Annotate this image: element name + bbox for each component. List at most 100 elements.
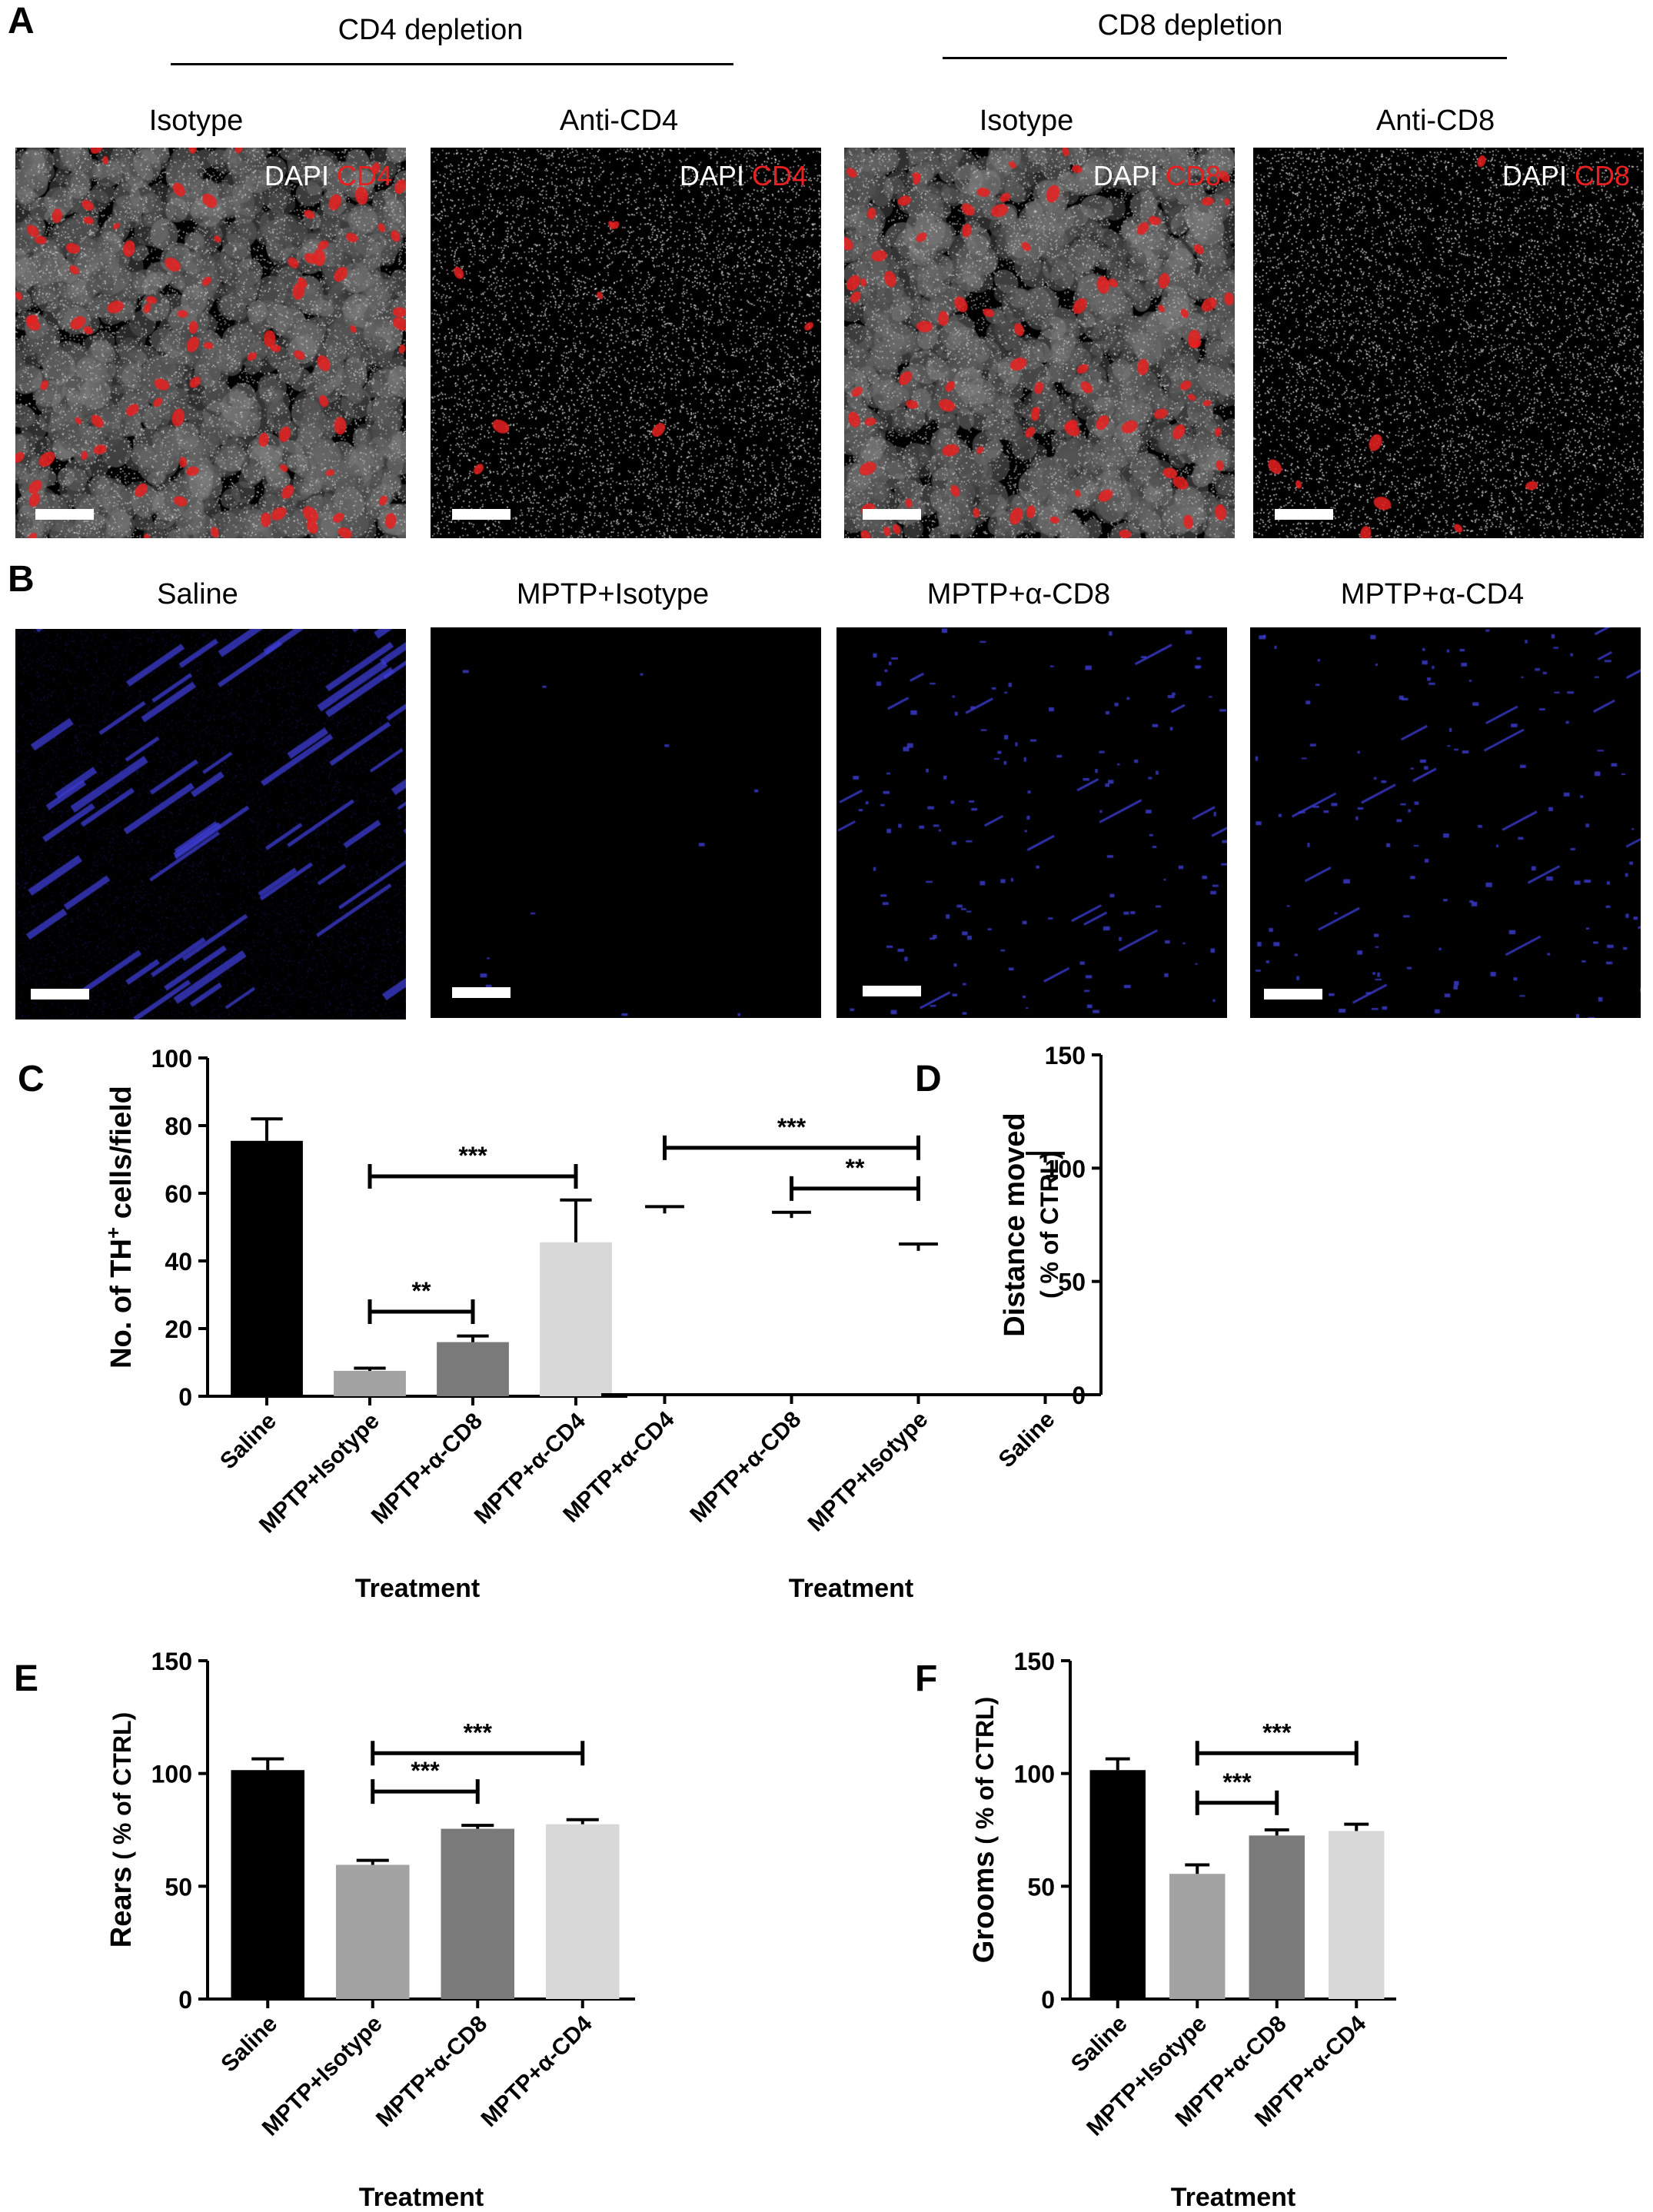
micrograph-canvas-b4 <box>1250 627 1641 1018</box>
scale-bar <box>1264 989 1322 1000</box>
y-axis-label: Rears ( % of CTRL) <box>105 1712 138 1948</box>
significance-label: *** <box>1262 1718 1292 1746</box>
panel-letter: C <box>18 1059 45 1099</box>
y-axis-label: No. of TH+ cells/field <box>101 1086 138 1369</box>
significance-label: ** <box>412 1277 431 1305</box>
bar <box>441 1828 515 1999</box>
bar <box>231 1140 303 1396</box>
dapi-label: DAPI <box>264 160 329 191</box>
bar <box>335 1864 410 1999</box>
y-tick-label: 100 <box>151 1045 192 1073</box>
group-line-cd8-depletion <box>943 57 1507 59</box>
y-tick-label: 150 <box>1045 1042 1086 1069</box>
y-axis-label: Distance moved <box>999 1113 1031 1336</box>
bar <box>437 1342 509 1396</box>
y-tick-label: 50 <box>165 1873 192 1901</box>
micrograph-a1: DAPI CD4 <box>15 148 406 538</box>
group-label-cd8-depletion: CD8 depletion <box>1097 9 1283 42</box>
x-axis-label: Treatment <box>359 2183 484 2212</box>
image-title-a1: Isotype <box>148 105 244 137</box>
significance-label: ** <box>846 1154 865 1182</box>
bar <box>1249 1835 1305 1999</box>
micrograph-a2: DAPI CD4 <box>431 148 821 538</box>
scale-bar <box>31 989 89 1000</box>
significance-label: *** <box>1222 1768 1252 1796</box>
micrograph-b2 <box>431 627 821 1018</box>
y-tick-label: 0 <box>178 1383 192 1411</box>
bar <box>334 1371 406 1396</box>
y-tick-label: 0 <box>178 1986 192 2014</box>
micrograph-canvas-b3 <box>836 627 1227 1018</box>
scale-bar <box>1275 509 1333 520</box>
image-title-b4: MPTP+α-CD4 <box>1340 578 1525 610</box>
x-axis-label: Treatment <box>355 1574 481 1603</box>
bar <box>1169 1874 1226 1999</box>
image-title-b1: Saline <box>157 578 238 610</box>
marker-label: CD8 <box>1165 160 1221 191</box>
group-label-cd4-depletion: CD4 depletion <box>338 14 524 46</box>
bar <box>1089 1770 1146 1999</box>
dapi-label: DAPI <box>1502 160 1567 191</box>
scale-bar <box>863 509 921 520</box>
channel-label-a1: DAPI CD4 <box>264 160 392 192</box>
panel-letter: F <box>915 1658 937 1699</box>
channel-label-a3: DAPI CD8 <box>1093 160 1221 192</box>
marker-label: CD4 <box>751 160 807 191</box>
panel-letter: D <box>915 1059 942 1099</box>
micrograph-b3 <box>836 627 1227 1018</box>
x-axis-label: Treatment <box>789 1574 914 1603</box>
image-title-a3: Isotype <box>979 105 1074 137</box>
y-axis-label: Grooms ( % of CTRL) <box>968 1697 1000 1964</box>
micrograph-canvas-a2 <box>431 148 821 538</box>
bar <box>540 1242 612 1396</box>
x-tick-label: Saline <box>1066 2011 1132 2077</box>
y-tick-label: 100 <box>1014 1761 1055 1788</box>
significance-label: *** <box>411 1757 440 1785</box>
panel-letter-b: B <box>8 559 35 600</box>
y-tick-label: 100 <box>151 1761 192 1788</box>
micrograph-b1 <box>15 629 406 1020</box>
group-line-cd4-depletion <box>171 63 733 65</box>
y-tick-label: 40 <box>165 1248 192 1276</box>
bar <box>545 1824 620 1999</box>
scale-bar <box>35 509 94 520</box>
y-tick-label: 60 <box>165 1180 192 1208</box>
y-tick-label: 80 <box>165 1113 192 1140</box>
image-title-b2: MPTP+Isotype <box>516 578 710 610</box>
micrograph-b4 <box>1250 627 1641 1018</box>
image-title-a2: Anti-CD4 <box>559 105 679 137</box>
dapi-label: DAPI <box>1093 160 1158 191</box>
image-title-b3: MPTP+α-CD8 <box>926 578 1111 610</box>
bar <box>231 1770 305 1999</box>
channel-label-a4: DAPI CD8 <box>1502 160 1630 192</box>
y-tick-label: 50 <box>1027 1873 1055 1901</box>
dapi-label: DAPI <box>679 160 744 191</box>
micrograph-canvas-a3 <box>844 148 1235 538</box>
y-tick-label: 50 <box>1058 1269 1086 1296</box>
marker-label: CD4 <box>336 160 392 191</box>
marker-label: CD8 <box>1574 160 1630 191</box>
image-title-a4: Anti-CD8 <box>1375 105 1495 137</box>
micrograph-a3: DAPI CD8 <box>844 148 1235 538</box>
y-tick-label: 150 <box>1014 1648 1055 1675</box>
micrograph-a4: DAPI CD8 <box>1253 148 1644 538</box>
y-tick-label: 20 <box>165 1316 192 1343</box>
y-tick-label: 150 <box>151 1648 192 1675</box>
significance-label: *** <box>777 1113 807 1141</box>
scale-bar <box>863 986 921 996</box>
x-axis-label: Treatment <box>1171 2183 1296 2212</box>
bar <box>1329 1831 1385 1999</box>
micrograph-canvas-b2 <box>431 627 821 1018</box>
channel-label-a2: DAPI CD4 <box>680 160 807 192</box>
panel-letter: E <box>14 1658 38 1699</box>
panel-letter-a: A <box>8 1 35 42</box>
significance-label: *** <box>464 1718 493 1746</box>
micrograph-canvas-a1 <box>15 148 406 538</box>
y-tick-label: 100 <box>1045 1155 1086 1183</box>
scale-bar <box>452 987 511 998</box>
y-axis-label-sub: ( % of CTRL) <box>1036 1151 1063 1299</box>
